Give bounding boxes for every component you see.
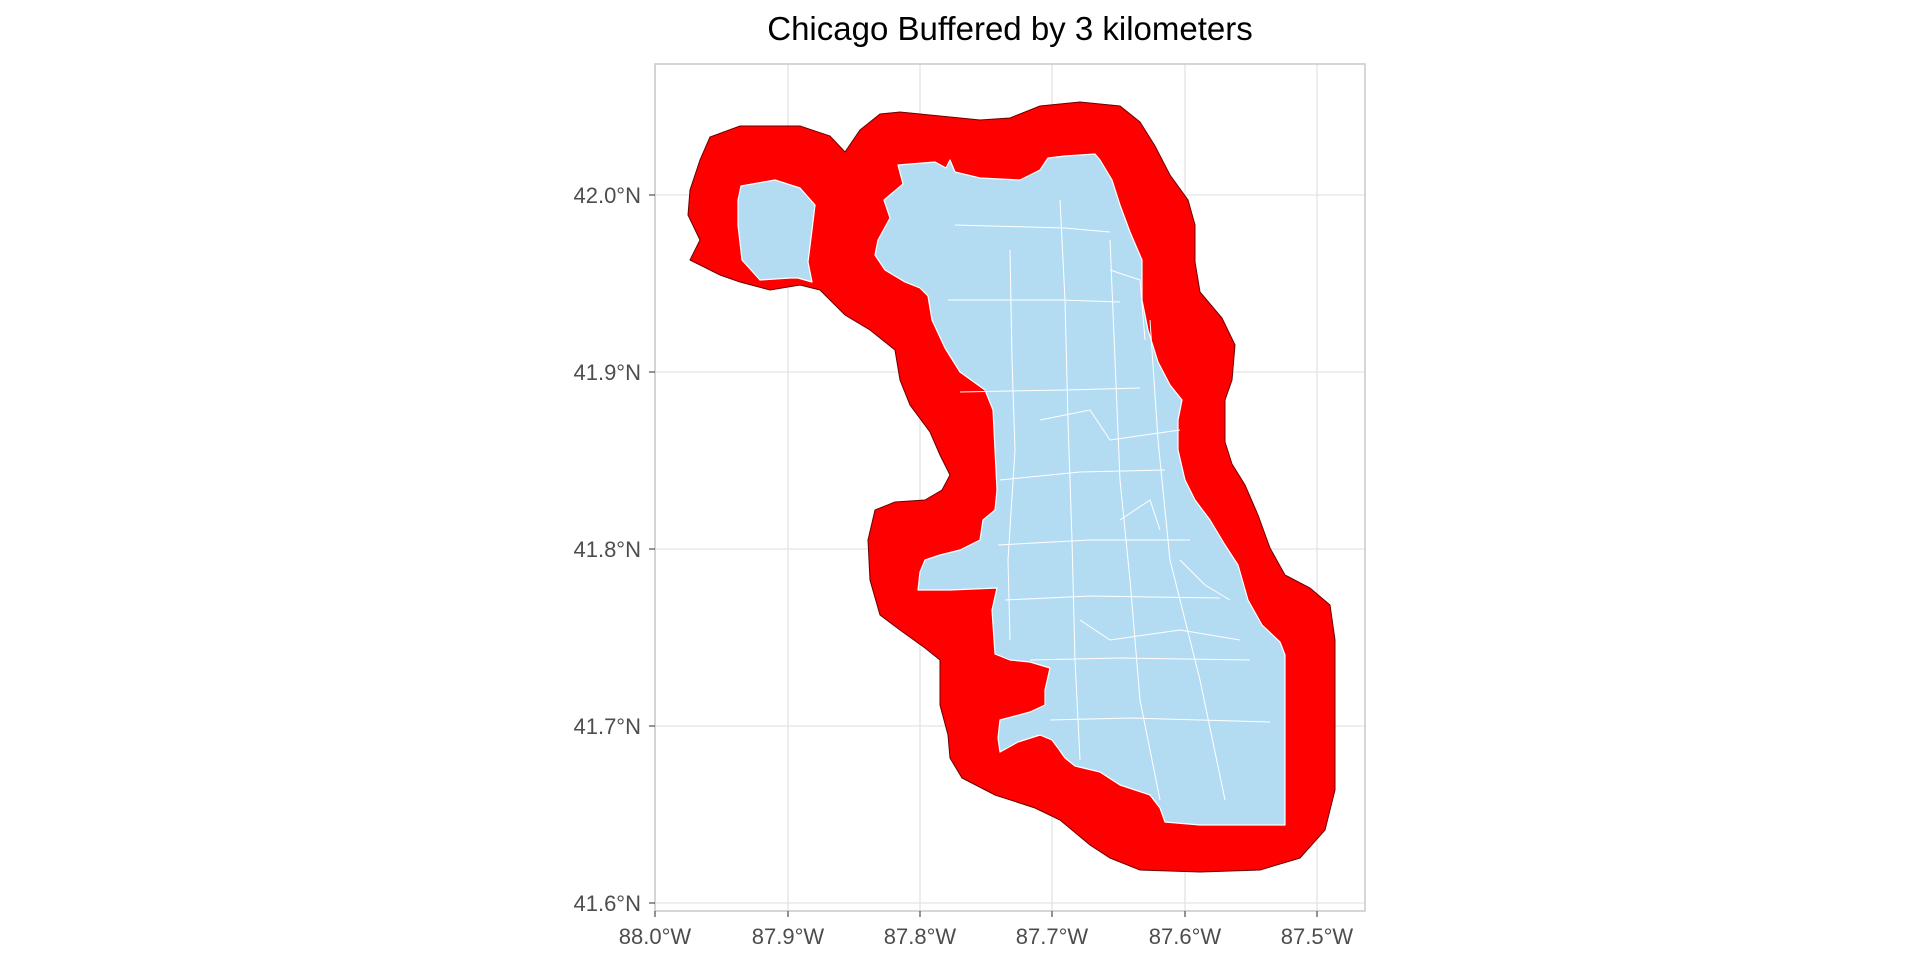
y-tick-label: 41.6°N — [573, 891, 641, 916]
x-tick-label: 87.6°W — [1149, 924, 1222, 949]
x-axis: 88.0°W 87.9°W 87.8°W 87.7°W 87.6°W 87.5°… — [619, 911, 1354, 949]
map-title: Chicago Buffered by 3 kilometers — [767, 10, 1252, 47]
y-tick-label: 41.8°N — [573, 537, 641, 562]
x-tick-label: 87.8°W — [884, 924, 957, 949]
community-area-boundaries — [948, 199, 1271, 801]
x-tick-label: 87.7°W — [1016, 924, 1089, 949]
y-axis: 42.0°N 41.9°N 41.8°N 41.7°N 41.6°N — [573, 183, 655, 916]
chicago-city-area — [737, 153, 1286, 826]
plot-panel-border — [654, 63, 1366, 912]
y-tick-label: 41.7°N — [573, 714, 641, 739]
chicago-city — [737, 153, 1286, 826]
x-tick-label: 87.5°W — [1281, 924, 1354, 949]
x-tick-label: 88.0°W — [619, 924, 692, 949]
x-tick-label: 87.9°W — [752, 924, 825, 949]
y-tick-label: 41.9°N — [573, 360, 641, 385]
y-tick-label: 42.0°N — [573, 183, 641, 208]
